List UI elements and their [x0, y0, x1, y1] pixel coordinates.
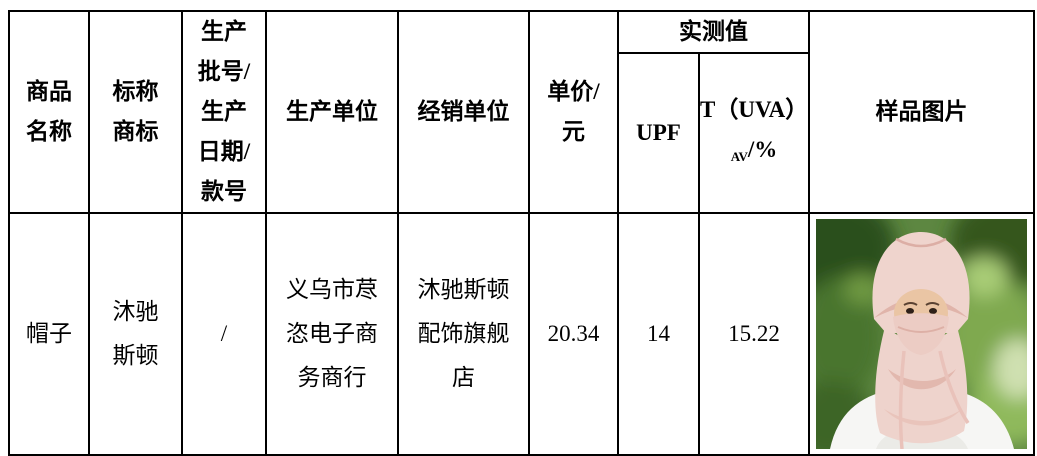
header-cell-t-uva: T（UVA） AV/%: [698, 52, 810, 214]
header-batch-line: 生产: [201, 99, 247, 124]
trademark-value-line: 斯顿: [112, 343, 159, 368]
header-batch-line: 款号: [201, 179, 247, 204]
producer-value-line: 义乌市荩: [286, 277, 378, 302]
header-batch-line: 日期/: [197, 139, 251, 164]
header-price-line: 单价/: [547, 79, 600, 104]
header-t-uva-subscript: AV: [730, 148, 748, 164]
cell-trademark: 沐驰 斯顿: [88, 212, 183, 456]
header-cell-product-name: 商品 名称: [8, 10, 90, 214]
header-measured-group-label: 实测值: [679, 19, 748, 44]
header-product-name-line: 名称: [26, 119, 72, 144]
header-t-uva-line2: AV/%: [701, 130, 807, 177]
table-row: 帽子 沐驰 斯顿 / 义乌市荩 恣电子商 务商行 沐驰斯顿 配饰旗舰 店 20.…: [8, 212, 1035, 456]
producer-value-line: 恣电子商: [286, 321, 378, 346]
distributor-value-line: 沐驰斯顿: [417, 277, 510, 302]
cell-batch: /: [181, 212, 267, 456]
cell-product: 帽子: [8, 212, 90, 456]
header-cell-trademark: 标称 商标: [88, 10, 183, 214]
cell-sample-image: [808, 212, 1035, 456]
header-cell-producer: 生产单位: [265, 10, 399, 214]
header-cell-batch: 生产 批号/ 生产 日期/ 款号: [181, 10, 267, 214]
cell-price: 20.34: [528, 212, 619, 456]
header-t-uva-line1: T（UVA）: [700, 96, 809, 122]
sample-photo: [816, 219, 1027, 449]
producer-value-line: 务商行: [297, 365, 367, 390]
header-batch-line: 批号/: [197, 59, 251, 84]
header-product-name-line: 商品: [26, 79, 72, 104]
header-price-line: 元: [562, 119, 585, 144]
batch-value: /: [220, 321, 228, 346]
header-sample-label: 样品图片: [875, 99, 968, 124]
cell-distributor: 沐驰斯顿 配饰旗舰 店: [397, 212, 530, 456]
trademark-value-line: 沐驰: [112, 299, 159, 324]
inspection-result-table: 商品 名称 标称 商标 生产 批号/ 生产 日期/ 款号 生产单位 经销单位 单…: [8, 10, 1035, 456]
header-upf-label: UPF: [636, 120, 681, 145]
distributor-value-line: 配饰旗舰: [417, 321, 510, 346]
distributor-value-line: 店: [452, 365, 475, 390]
product-name-value: 帽子: [26, 321, 72, 346]
header-cell-sample-image: 样品图片: [808, 10, 1035, 214]
header-trademark-line: 商标: [112, 119, 159, 144]
cell-upf: 14: [617, 212, 700, 456]
header-cell-distributor: 经销单位: [397, 10, 530, 214]
header-producer-label: 生产单位: [286, 99, 378, 124]
price-value: 20.34: [547, 321, 600, 346]
header-batch-line: 生产: [201, 19, 247, 44]
header-cell-measured-group: 实测值: [617, 10, 810, 54]
header-cell-price: 单价/ 元: [528, 10, 619, 214]
cell-t-uva: 15.22: [698, 212, 810, 456]
upf-value: 14: [647, 321, 670, 346]
t-uva-value: 15.22: [728, 321, 780, 346]
header-t-uva-suffix: /%: [747, 136, 778, 162]
header-distributor-label: 经销单位: [417, 99, 510, 124]
cell-producer: 义乌市荩 恣电子商 务商行: [265, 212, 399, 456]
header-trademark-line: 标称: [112, 79, 159, 104]
header-cell-upf: UPF: [617, 52, 700, 214]
